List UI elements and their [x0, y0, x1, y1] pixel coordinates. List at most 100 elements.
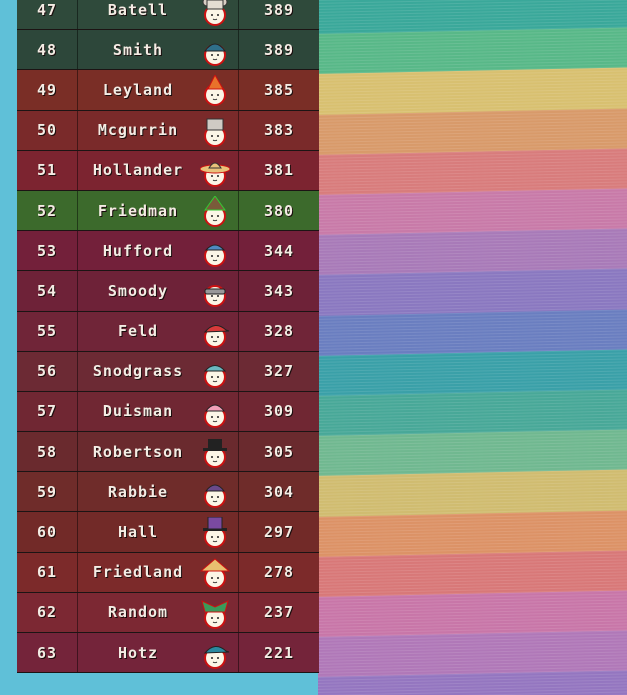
orange-party-hat-icon [200, 74, 230, 107]
player-name-cell: Smoody [78, 271, 239, 311]
player-score: 383 [263, 121, 295, 140]
purple-beanie-icon [200, 477, 230, 509]
player-score: 309 [263, 402, 295, 421]
player-score: 385 [263, 80, 295, 99]
player-name-cell: Duisman [78, 391, 239, 432]
leaderboard-row: 63 Hotz 221 [17, 633, 319, 674]
rainbow-stripes-background [318, 0, 627, 695]
pink-beanie-icon [200, 397, 230, 429]
leaderboard-row: 59 Rabbie 304 [17, 472, 319, 513]
player-name-cell: Rabbie [78, 472, 239, 512]
leaderboard-row: 57 Duisman 309 [17, 391, 319, 433]
player-name-cell: Hall [78, 512, 239, 552]
player-score: 389 [263, 0, 295, 19]
green-witch-hat-icon [200, 195, 230, 228]
player-score: 305 [263, 442, 295, 461]
player-score: 344 [263, 241, 295, 260]
player-score: 327 [263, 362, 295, 381]
player-rank: 55 [17, 311, 78, 351]
leaderboard-row: 58 Robertson 305 [17, 432, 319, 473]
purple-top-hat-icon [200, 516, 230, 549]
black-top-hat-icon [200, 437, 230, 469]
bear-ears-icon [200, 0, 230, 27]
leaderboard-row: 55 Feld 328 [17, 311, 319, 352]
player-rank: 58 [17, 432, 78, 472]
player-name: Friedland [92, 563, 184, 582]
player-score: 380 [263, 201, 295, 220]
player-rank: 53 [17, 231, 78, 271]
leaderboard-row: 49 Leyland 385 [17, 70, 319, 111]
straw-sombrero-icon [199, 156, 231, 188]
leaderboard-row: 51 Hollander 381 [17, 150, 319, 191]
player-name: Hotz [117, 643, 159, 662]
leaderboard-row: 54 Smoody 343 [17, 271, 319, 312]
player-rank: 51 [17, 150, 78, 190]
player-name: Duisman [102, 402, 174, 421]
player-name-cell: Robertson [78, 432, 239, 472]
leaderboard-row: 60 Hall 297 [17, 512, 319, 553]
player-name: Smoody [107, 281, 169, 300]
player-name-cell: Friedland [78, 552, 239, 592]
player-name: Robertson [92, 442, 184, 461]
grey-bucket-hat-icon [200, 116, 230, 148]
player-rank: 47 [17, 0, 78, 30]
blue-hat-icon [200, 236, 230, 268]
leaderboard-row: 48 Smith 389 [17, 30, 319, 71]
player-name-cell: Random [78, 592, 239, 632]
leaderboard-row: 47 Batell 389 [17, 0, 319, 31]
player-name-cell: Leyland [78, 70, 239, 110]
leaderboard-row: 53 Hufford 344 [17, 231, 319, 272]
player-name: Leyland [102, 80, 174, 99]
player-rank: 61 [17, 552, 78, 592]
leaderboard-row: 50 Mcgurrin 383 [17, 110, 319, 151]
player-name: Hall [117, 523, 159, 542]
player-name: Smith [112, 40, 164, 59]
player-name: Random [107, 603, 169, 622]
player-rank: 57 [17, 391, 78, 432]
player-name: Rabbie [107, 482, 169, 501]
player-name: Mcgurrin [97, 121, 179, 140]
player-name-cell: Batell [78, 0, 239, 30]
player-name: Hollander [92, 161, 184, 180]
player-name: Hufford [102, 241, 174, 260]
player-rank: 52 [17, 190, 78, 231]
player-rank: 62 [17, 592, 78, 632]
player-score: 297 [263, 523, 295, 542]
blue-cap-icon [200, 35, 230, 67]
player-score: 237 [263, 603, 295, 622]
player-score: 328 [263, 322, 295, 341]
player-score: 278 [263, 563, 295, 582]
player-name-cell: Feld [78, 311, 239, 351]
player-name-cell: Friedman [78, 190, 239, 231]
player-name: Friedman [97, 201, 179, 220]
player-rank: 50 [17, 110, 78, 150]
player-name-cell: Hotz [78, 633, 239, 673]
player-rank: 54 [17, 271, 78, 311]
player-name: Snodgrass [92, 362, 184, 381]
leaderboard-row: 61 Friedland 278 [17, 552, 319, 593]
player-score: 381 [263, 161, 295, 180]
conical-hat-icon [199, 557, 231, 590]
player-rank: 48 [17, 30, 78, 70]
player-score: 343 [263, 281, 295, 300]
leaderboard-row: 62 Random 237 [17, 592, 319, 633]
player-score: 389 [263, 40, 295, 59]
player-name: Batell [107, 0, 169, 19]
player-rank: 60 [17, 512, 78, 552]
leaderboard-row: 56 Snodgrass 327 [17, 351, 319, 392]
player-name-cell: Hollander [78, 150, 239, 190]
player-rank: 59 [17, 472, 78, 512]
jester-hat-icon [200, 598, 230, 630]
player-name-cell: Snodgrass [78, 351, 239, 391]
teal-cap-icon [200, 638, 230, 670]
player-name-cell: Mcgurrin [78, 110, 239, 150]
player-name: Feld [117, 322, 159, 341]
red-cap-icon [200, 317, 230, 349]
player-score: 221 [263, 643, 295, 662]
leaderboard-table: 47 Batell 389 48 Smith 389 49 Leyland 385 50 Mcgur… [17, 0, 319, 674]
goggles-icon [200, 276, 230, 308]
teal-bucket-hat-icon [200, 357, 230, 389]
player-name-cell: Smith [78, 30, 239, 70]
player-score: 304 [263, 482, 295, 501]
leaderboard-row: 52 Friedman 380 [17, 190, 319, 232]
